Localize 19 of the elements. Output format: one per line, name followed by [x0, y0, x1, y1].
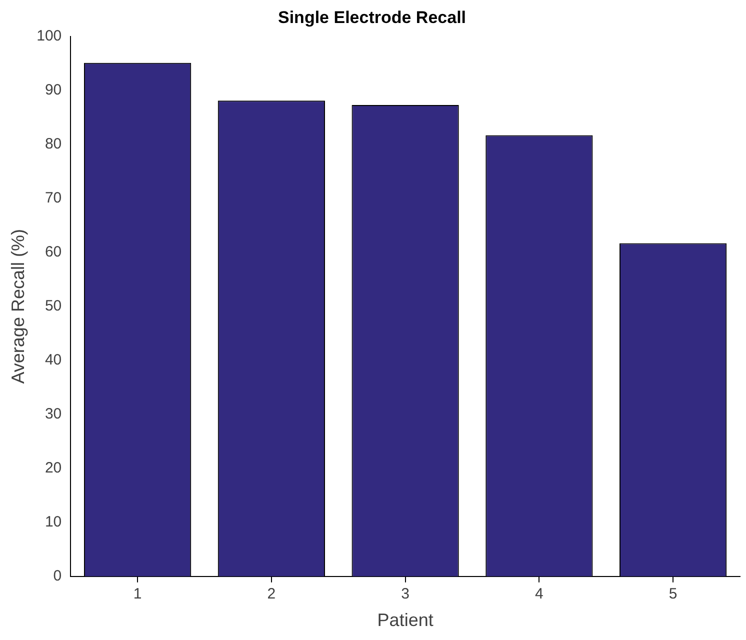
y-axis-title: Average Recall (%) [8, 229, 28, 384]
y-tick-label: 50 [44, 298, 62, 315]
y-tick-label: 10 [44, 514, 62, 531]
y-tick-label: 30 [44, 406, 62, 423]
chart-title: Single Electrode Recall [278, 8, 466, 27]
x-tick-label: 1 [133, 586, 142, 603]
x-tick-label: 5 [668, 586, 678, 603]
x-tick-label: 3 [401, 586, 410, 603]
y-tick-label: 40 [44, 352, 62, 369]
x-axis-title: Patient [377, 610, 434, 630]
y-tick-label: 90 [44, 82, 62, 99]
y-tick-label: 60 [44, 244, 62, 261]
x-tick-label: 4 [535, 586, 544, 603]
y-tick-label: 100 [36, 28, 62, 45]
x-tick-label: 2 [267, 586, 276, 603]
y-tick-label: 80 [44, 136, 62, 153]
y-tick-label: 0 [53, 568, 62, 585]
y-tick-label: 70 [44, 190, 62, 207]
y-tick-label: 20 [44, 460, 62, 477]
